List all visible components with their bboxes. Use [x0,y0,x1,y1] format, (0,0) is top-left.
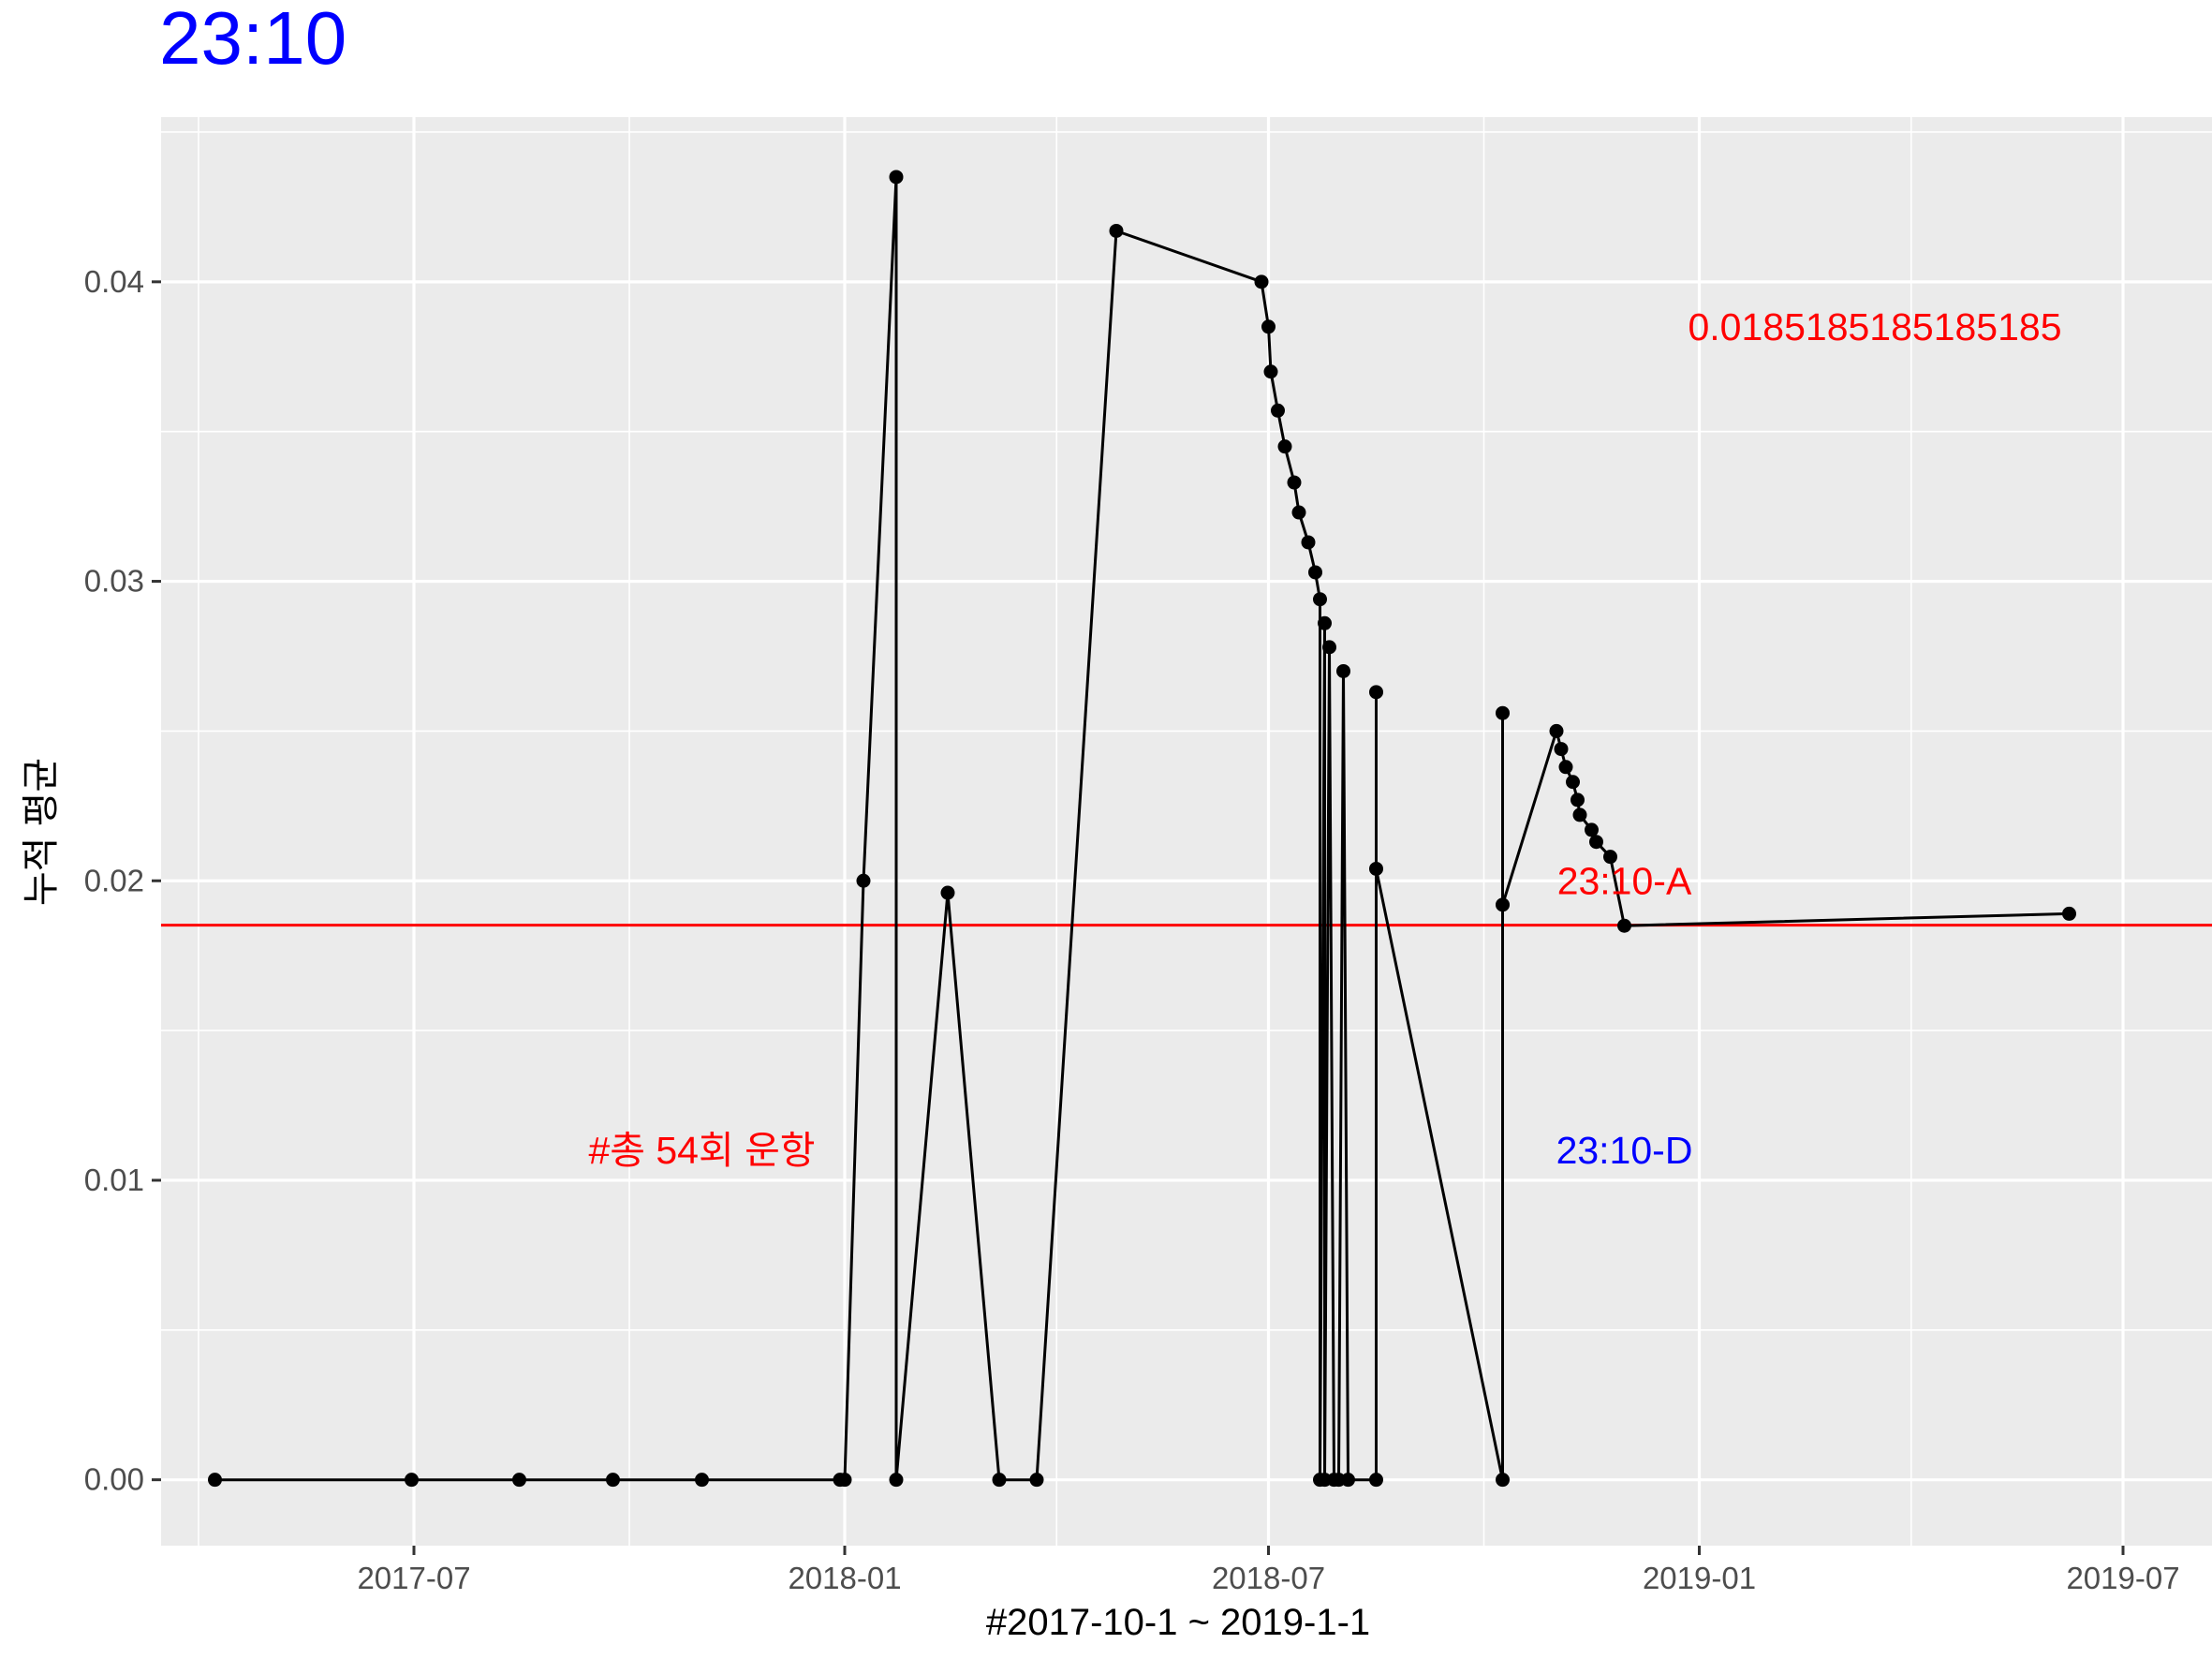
data-point [1263,364,1278,379]
data-point [1277,439,1292,454]
data-point [1308,565,1322,580]
annotation-label: #총 54회 운항 [588,1129,815,1172]
data-point [992,1473,1007,1488]
y-axis: 0.00 0.01 0.02 0.03 0.04 [84,264,161,1497]
x-axis-title: #2017-10-1 ~ 2019-1-1 [986,1602,1370,1643]
data-point [1496,1473,1510,1488]
y-tick-label: 0.01 [84,1163,144,1197]
data-point [1571,792,1585,807]
data-point [1291,505,1306,520]
data-point [837,1473,852,1488]
x-tick-label: 2018-07 [1212,1561,1325,1595]
data-point [1029,1473,1044,1488]
data-point [1322,640,1336,655]
data-point [1109,223,1124,238]
data-point [1369,861,1383,876]
y-axis-title: 누적 평균 [21,758,62,906]
data-point [1261,319,1276,334]
data-point [1549,723,1564,738]
data-point [1558,760,1573,775]
plot-panel [161,117,2212,1546]
x-axis: 2017-07 2018-01 2018-07 2019-01 2019-07 [357,1546,2180,1595]
data-point [940,885,955,900]
data-point [1369,685,1383,700]
data-point [405,1473,419,1488]
data-point [1287,475,1302,490]
data-point [1554,742,1569,757]
data-point [695,1473,709,1488]
x-tick-label: 2019-07 [2066,1561,2179,1595]
data-point [1313,592,1327,607]
data-point [1566,775,1580,790]
data-point [1589,835,1603,850]
data-point [856,873,871,888]
data-point [1341,1473,1355,1488]
data-point [889,1473,904,1488]
data-point [208,1473,222,1488]
annotation-label: 23:10-A [1557,859,1692,902]
x-tick-label: 2019-01 [1643,1561,1756,1595]
y-tick-label: 0.02 [84,863,144,897]
annotation-label: 0.0185185185185185 [1688,305,2061,348]
x-tick-label: 2018-01 [788,1561,901,1595]
y-tick-label: 0.04 [84,264,144,299]
y-tick-label: 0.03 [84,564,144,599]
data-point [1603,850,1617,865]
data-point [2062,906,2076,921]
data-point [606,1473,620,1488]
data-point [1301,535,1316,550]
x-tick-label: 2017-07 [357,1561,470,1595]
data-point [512,1473,526,1488]
data-point [1496,897,1510,912]
data-point [1496,705,1510,720]
data-point [1271,403,1285,418]
data-point [1254,274,1269,289]
data-point [1369,1473,1383,1488]
annotation-label: 23:10-D [1556,1129,1693,1172]
y-tick-label: 0.00 [84,1462,144,1497]
data-point [1336,663,1350,678]
chart-title: 23:10 [159,0,347,80]
data-point [1572,807,1587,822]
data-point [1318,615,1332,630]
data-point [1617,918,1631,933]
data-point [1585,822,1599,837]
data-point [889,170,904,185]
minor-gridlines [161,117,2212,1546]
